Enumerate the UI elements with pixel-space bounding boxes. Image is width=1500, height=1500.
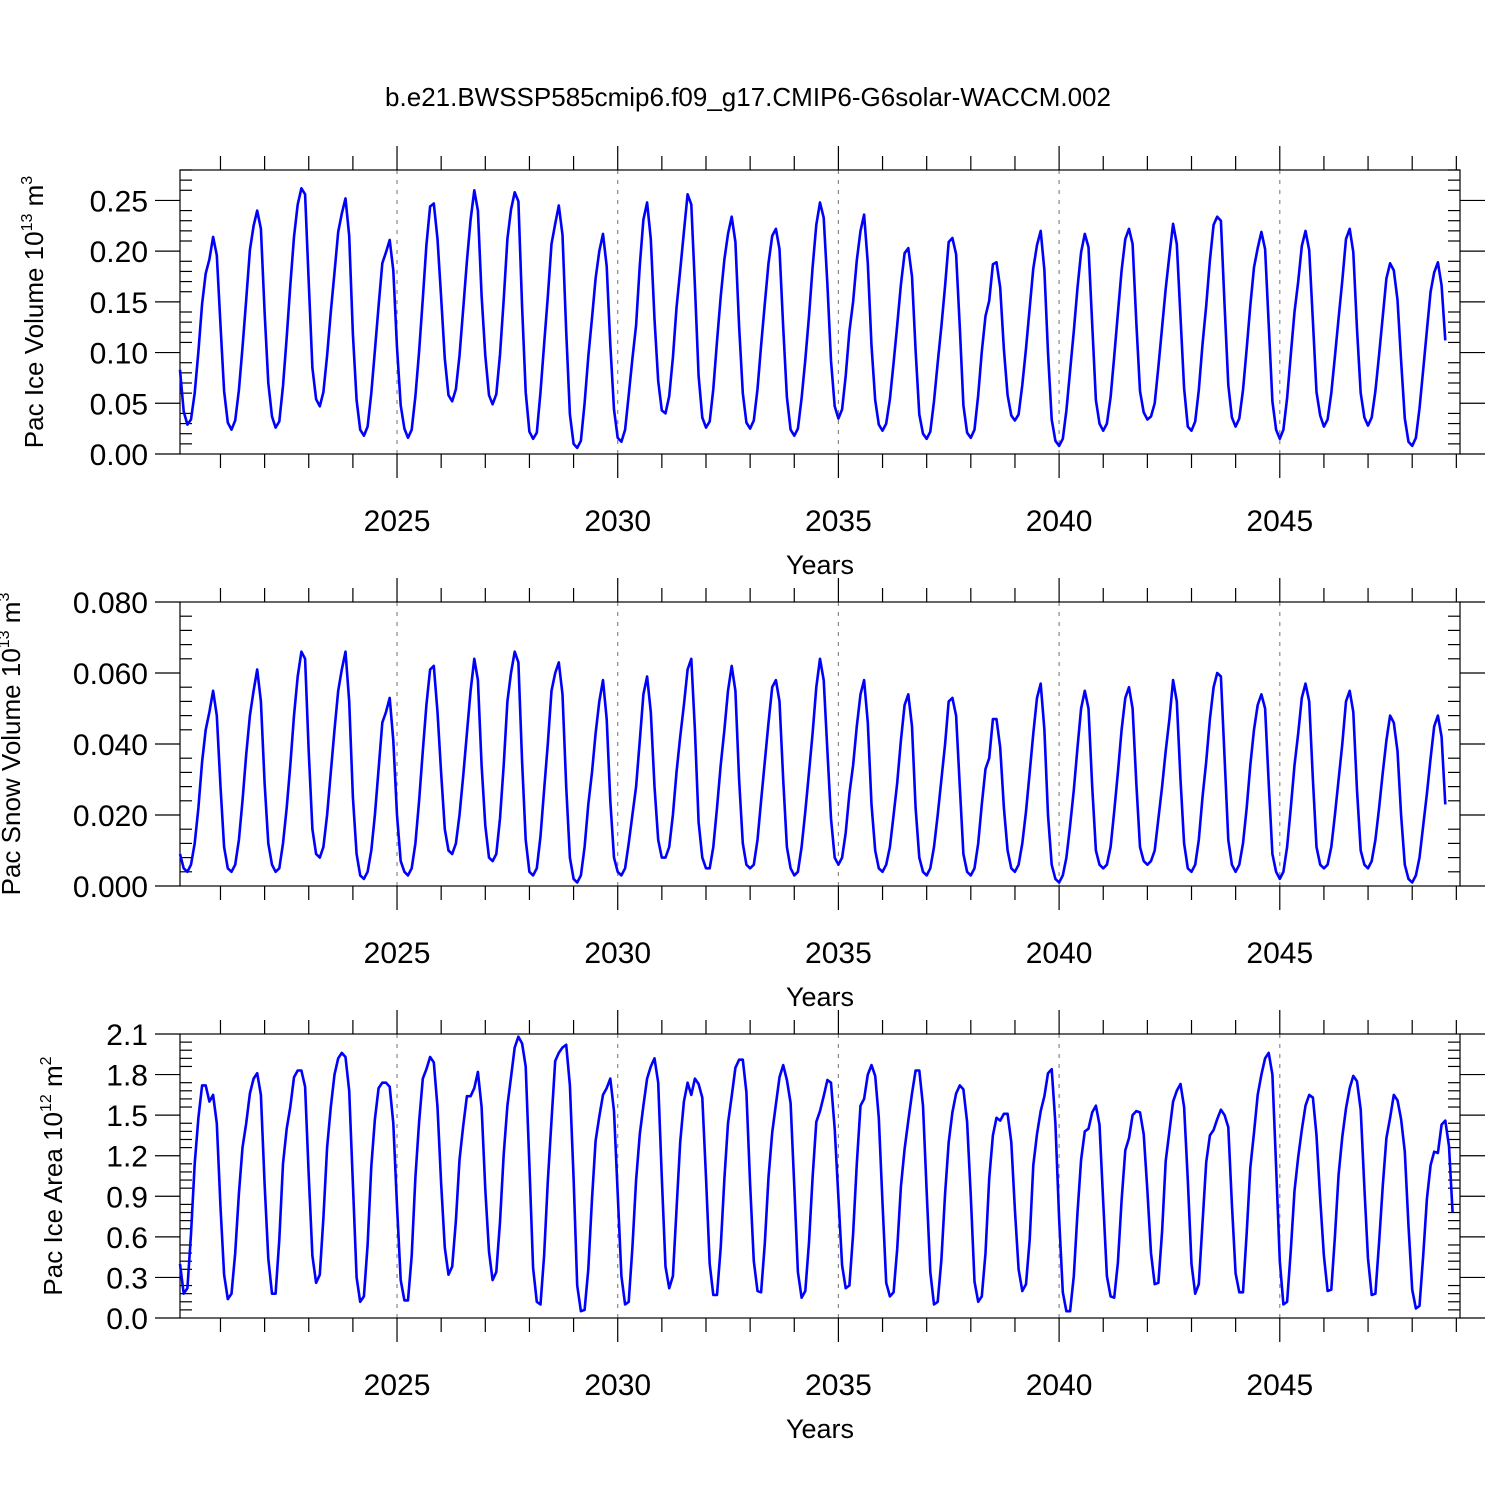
- y-tick-label: 0.000: [73, 871, 148, 904]
- y-tick-label: 0.060: [73, 658, 148, 691]
- y-axis-label-unit-exponent: 2: [38, 1056, 55, 1065]
- x-axis-label: Years: [786, 1414, 854, 1444]
- y-axis-label: Pac Ice Volume 1013 m3: [19, 176, 49, 449]
- x-tick-label: 2045: [1246, 1369, 1313, 1402]
- y-axis-label-unit: m: [0, 602, 26, 631]
- y-tick-label: 0.10: [90, 338, 148, 371]
- y-tick-label: 0.3: [106, 1262, 148, 1295]
- y-tick-label: 0.05: [90, 388, 148, 421]
- y-axis-label-exponent: 12: [38, 1094, 55, 1112]
- y-axis-label-main: Pac Ice Area 10: [38, 1112, 68, 1296]
- x-tick-label: 2030: [584, 1369, 651, 1402]
- panel-snow-volume: 0.000 0.020 0.040 0.060 0.080 2025 2030 2035 204…: [0, 578, 1485, 1012]
- x-tick-label: 2035: [805, 505, 872, 538]
- y-axis-label: Pac Snow Volume 1013 m3: [0, 593, 26, 896]
- x-tick-label: 2030: [584, 937, 651, 970]
- series-line-ice-area: [178, 1035, 1454, 1313]
- y-tick-label: 0.020: [73, 800, 148, 833]
- x-axis-label: Years: [786, 982, 854, 1012]
- y-tick-label: 0.00: [90, 439, 148, 472]
- y-tick-label: 0.20: [90, 236, 148, 269]
- x-tick-label: 2035: [805, 1369, 872, 1402]
- series-line-ice-volume: [178, 187, 1447, 450]
- plot-frame: [179, 1033, 1461, 1319]
- y-tick-label: 1.8: [106, 1060, 148, 1093]
- x-tick-label: 2040: [1026, 937, 1093, 970]
- x-tick-label: 2025: [364, 1369, 431, 1402]
- y-tick-label: 2.1: [106, 1019, 148, 1052]
- plot-frame: [179, 601, 1461, 887]
- y-tick-label: 0.6: [106, 1222, 148, 1255]
- x-axis-label: Years: [786, 550, 854, 580]
- y-tick-label: 1.5: [106, 1100, 148, 1133]
- x-tick-label: 2030: [584, 505, 651, 538]
- y-axis-label-exponent: 13: [19, 213, 36, 231]
- y-axis-label-unit: m: [19, 185, 49, 214]
- x-tick-label: 2040: [1026, 505, 1093, 538]
- series-line-snow-volume: [178, 650, 1447, 884]
- x-tick-label: 2040: [1026, 1369, 1093, 1402]
- x-tick-label: 2025: [364, 505, 431, 538]
- y-tick-label: 1.2: [106, 1141, 148, 1174]
- panel-ice-area: 0.0 0.3 0.6 0.9 1.2 1.5 1.8 2.1 2025 2030 2035 2040…: [38, 1010, 1485, 1444]
- x-tick-label: 2025: [364, 937, 431, 970]
- y-tick-label: 0.080: [73, 587, 148, 620]
- y-tick-label: 0.9: [106, 1181, 148, 1214]
- x-tick-label: 2045: [1246, 937, 1313, 970]
- y-tick-label: 0.040: [73, 729, 148, 762]
- y-axis-label-unit-exponent: 3: [19, 176, 36, 185]
- panel-ice-volume: 0.00 0.05 0.10 0.15 0.20 0.25 2025 2030 2035 2040…: [19, 146, 1485, 580]
- y-tick-label: 0.15: [90, 287, 148, 320]
- y-tick-label: 0.25: [90, 185, 148, 218]
- y-axis-label-exponent: 13: [0, 630, 13, 648]
- y-axis-label-main: Pac Snow Volume 10: [0, 648, 26, 895]
- y-axis-label-unit: m: [38, 1065, 68, 1094]
- y-axis-label-main: Pac Ice Volume 10: [19, 231, 49, 448]
- plot-frame: [179, 169, 1461, 455]
- figure-title: b.e21.BWSSP585cmip6.f09_g17.CMIP6-G6sola…: [385, 82, 1111, 112]
- y-axis-label-unit-exponent: 3: [0, 593, 13, 602]
- y-axis-label: Pac Ice Area 1012 m2: [38, 1056, 68, 1295]
- x-tick-label: 2035: [805, 937, 872, 970]
- y-tick-label: 0.0: [106, 1303, 148, 1336]
- x-tick-label: 2045: [1246, 505, 1313, 538]
